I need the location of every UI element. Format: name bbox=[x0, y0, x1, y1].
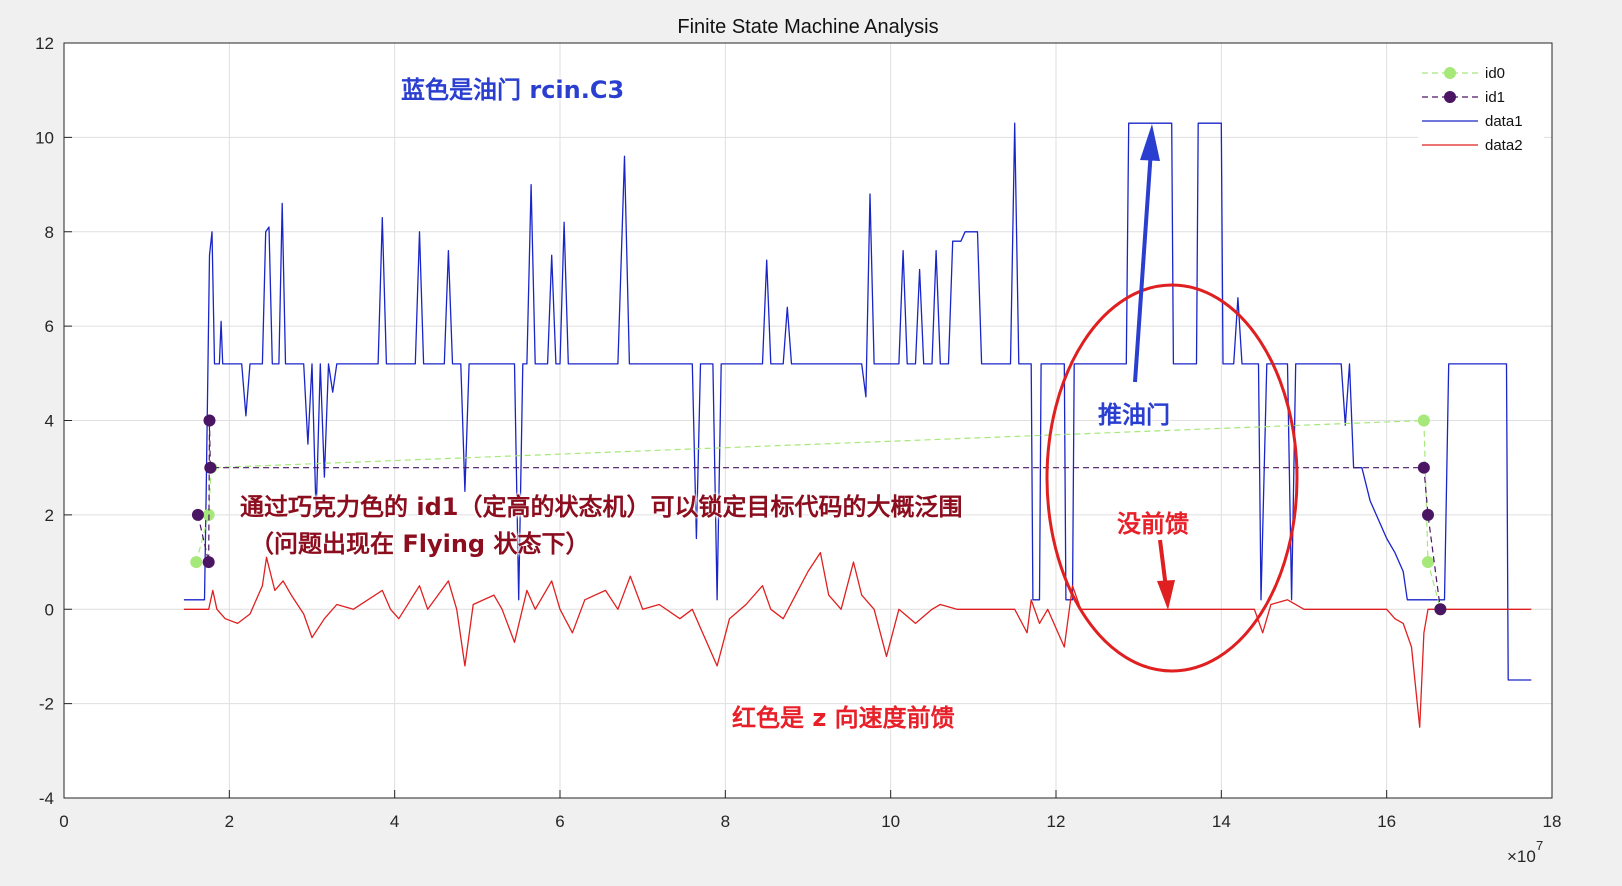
x-tick-label: 0 bbox=[59, 812, 68, 831]
series-id1-point bbox=[1434, 603, 1447, 616]
legend-label-data2: data2 bbox=[1485, 137, 1523, 154]
annotation-flying-note: （问题出现在 Flying 状态下） bbox=[250, 530, 590, 558]
y-tick-label: -2 bbox=[39, 695, 54, 714]
chart-title: Finite State Machine Analysis bbox=[677, 16, 938, 38]
x-tick-label: 10 bbox=[881, 812, 900, 831]
legend-label-data1: data1 bbox=[1485, 113, 1523, 130]
legend: id0 id1 data1 data2 bbox=[1418, 60, 1544, 156]
legend-marker-id0 bbox=[1444, 67, 1456, 79]
x-tick-label: 14 bbox=[1212, 812, 1231, 831]
overlay-shapes bbox=[1045, 124, 1299, 673]
series-id0-line bbox=[195, 419, 1441, 610]
series-id1-point bbox=[1422, 508, 1434, 521]
x-tick-label: 4 bbox=[390, 812, 399, 831]
y-tick-label: 10 bbox=[35, 128, 54, 147]
y-tick-label: 2 bbox=[45, 506, 54, 525]
axes bbox=[63, 42, 1553, 799]
tick-labels: 0 2 4 6 8 10 12 14 16 18 -4 -2 0 2 4 6 8 10 12 bbox=[35, 34, 1561, 831]
no-feedforward-arrowhead bbox=[1157, 580, 1175, 610]
x-tick-label: 16 bbox=[1377, 812, 1396, 831]
x-tick-label: 18 bbox=[1543, 812, 1562, 831]
y-tick-label: 4 bbox=[45, 412, 54, 431]
y-tick-label: 8 bbox=[45, 223, 54, 242]
series-id1-point bbox=[191, 508, 204, 521]
x-exponent-base: ×10 bbox=[1507, 847, 1536, 866]
no-feedforward-arrow-shaft bbox=[1158, 539, 1168, 589]
series-data1-line bbox=[183, 122, 1532, 681]
highlight-ellipse bbox=[1045, 283, 1299, 673]
legend-marker-id1 bbox=[1444, 91, 1456, 103]
y-tick-label: 0 bbox=[45, 600, 54, 619]
series-group bbox=[183, 122, 1532, 728]
legend-label-id1: id1 bbox=[1485, 89, 1505, 106]
axes-box bbox=[63, 42, 1553, 799]
legend-label-id0: id0 bbox=[1485, 65, 1505, 82]
x-tick-label: 2 bbox=[225, 812, 234, 831]
x-tick-label: 6 bbox=[555, 812, 564, 831]
legend-box bbox=[1418, 60, 1544, 156]
series-id1-point bbox=[1417, 461, 1430, 474]
y-tick-label: -4 bbox=[39, 789, 54, 808]
series-id0-point bbox=[1417, 414, 1430, 427]
series-id1-point bbox=[203, 414, 216, 427]
series-id1-point bbox=[204, 461, 217, 474]
push-throttle-arrowhead bbox=[1140, 124, 1160, 161]
series-id0-point bbox=[1422, 556, 1434, 569]
series-data2-line bbox=[183, 551, 1532, 728]
x-exponent: ×10 7 bbox=[1507, 838, 1543, 866]
series-id0-point bbox=[190, 556, 203, 569]
series-id1-point bbox=[202, 556, 215, 569]
annotation-throttle-label: 蓝色是油门 rcin.C3 bbox=[401, 76, 625, 104]
x-exponent-power: 7 bbox=[1536, 838, 1543, 853]
annotation-push-throttle: 推油门 bbox=[1098, 401, 1170, 429]
x-tick-label: 12 bbox=[1047, 812, 1066, 831]
y-tick-label: 12 bbox=[35, 34, 54, 53]
push-throttle-arrow-shaft bbox=[1133, 149, 1153, 383]
annotation-z-feedforward: 红色是 z 向速度前馈 bbox=[732, 704, 955, 732]
y-tick-label: 6 bbox=[45, 317, 54, 336]
x-tick-label: 8 bbox=[721, 812, 730, 831]
annotation-id1-note: 通过巧克力色的 id1（定高的状态机）可以锁定目标代码的大概泛围 bbox=[240, 493, 963, 521]
annotation-no-feedforward: 没前馈 bbox=[1117, 510, 1189, 538]
